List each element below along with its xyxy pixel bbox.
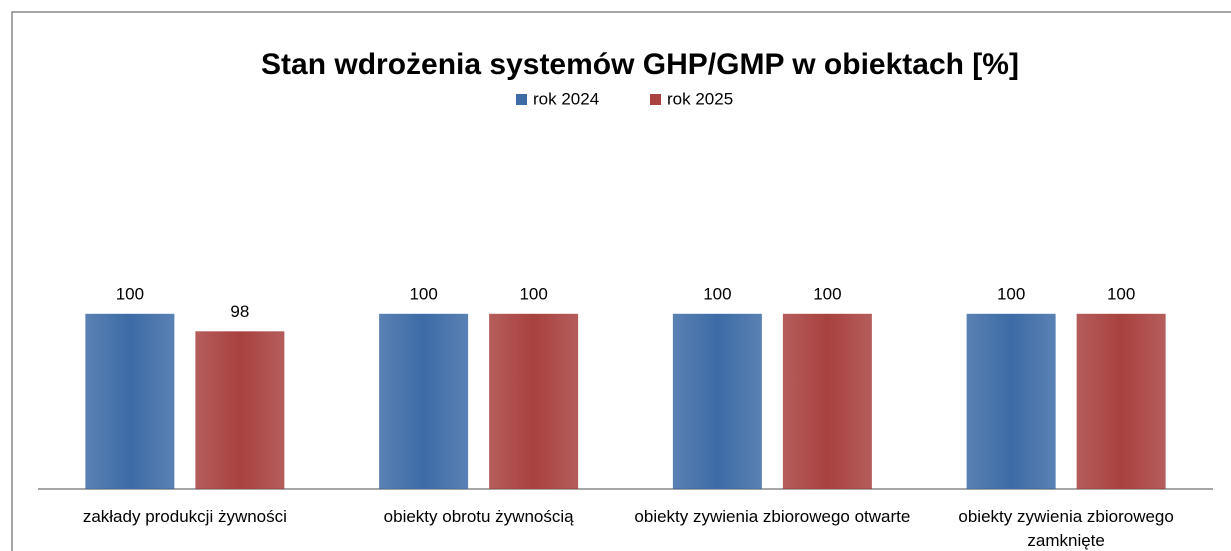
bar [966,313,1056,489]
legend-swatch [650,94,661,105]
x-tick-label: obiekty zywienia zbiorowego zamknięte [958,507,1174,550]
data-label: 100 [409,284,437,303]
data-label: 98 [230,302,249,321]
x-tick-label: zakłady produkcji żywności [82,507,287,526]
data-label: 100 [703,284,731,303]
x-tick-label: obiekty obrotu żywnością [383,507,574,526]
legend-label: rok 2025 [667,89,733,108]
bar [379,313,469,489]
legend-swatch [516,94,527,105]
bar [489,313,579,489]
data-label: 100 [519,284,547,303]
bar [1076,313,1166,489]
x-tick-label: obiekty zywienia zbiorowego otwarte [634,507,911,526]
data-label: 100 [997,284,1025,303]
legend-label: rok 2024 [533,89,599,108]
chart-title: Stan wdrożenia systemów GHP/GMP w obiekt… [261,48,1019,81]
bar [782,313,872,489]
bar [85,313,175,489]
bar [195,331,285,489]
bar [672,313,762,489]
data-label: 100 [1107,284,1135,303]
data-label: 100 [116,284,144,303]
data-label: 100 [813,284,841,303]
